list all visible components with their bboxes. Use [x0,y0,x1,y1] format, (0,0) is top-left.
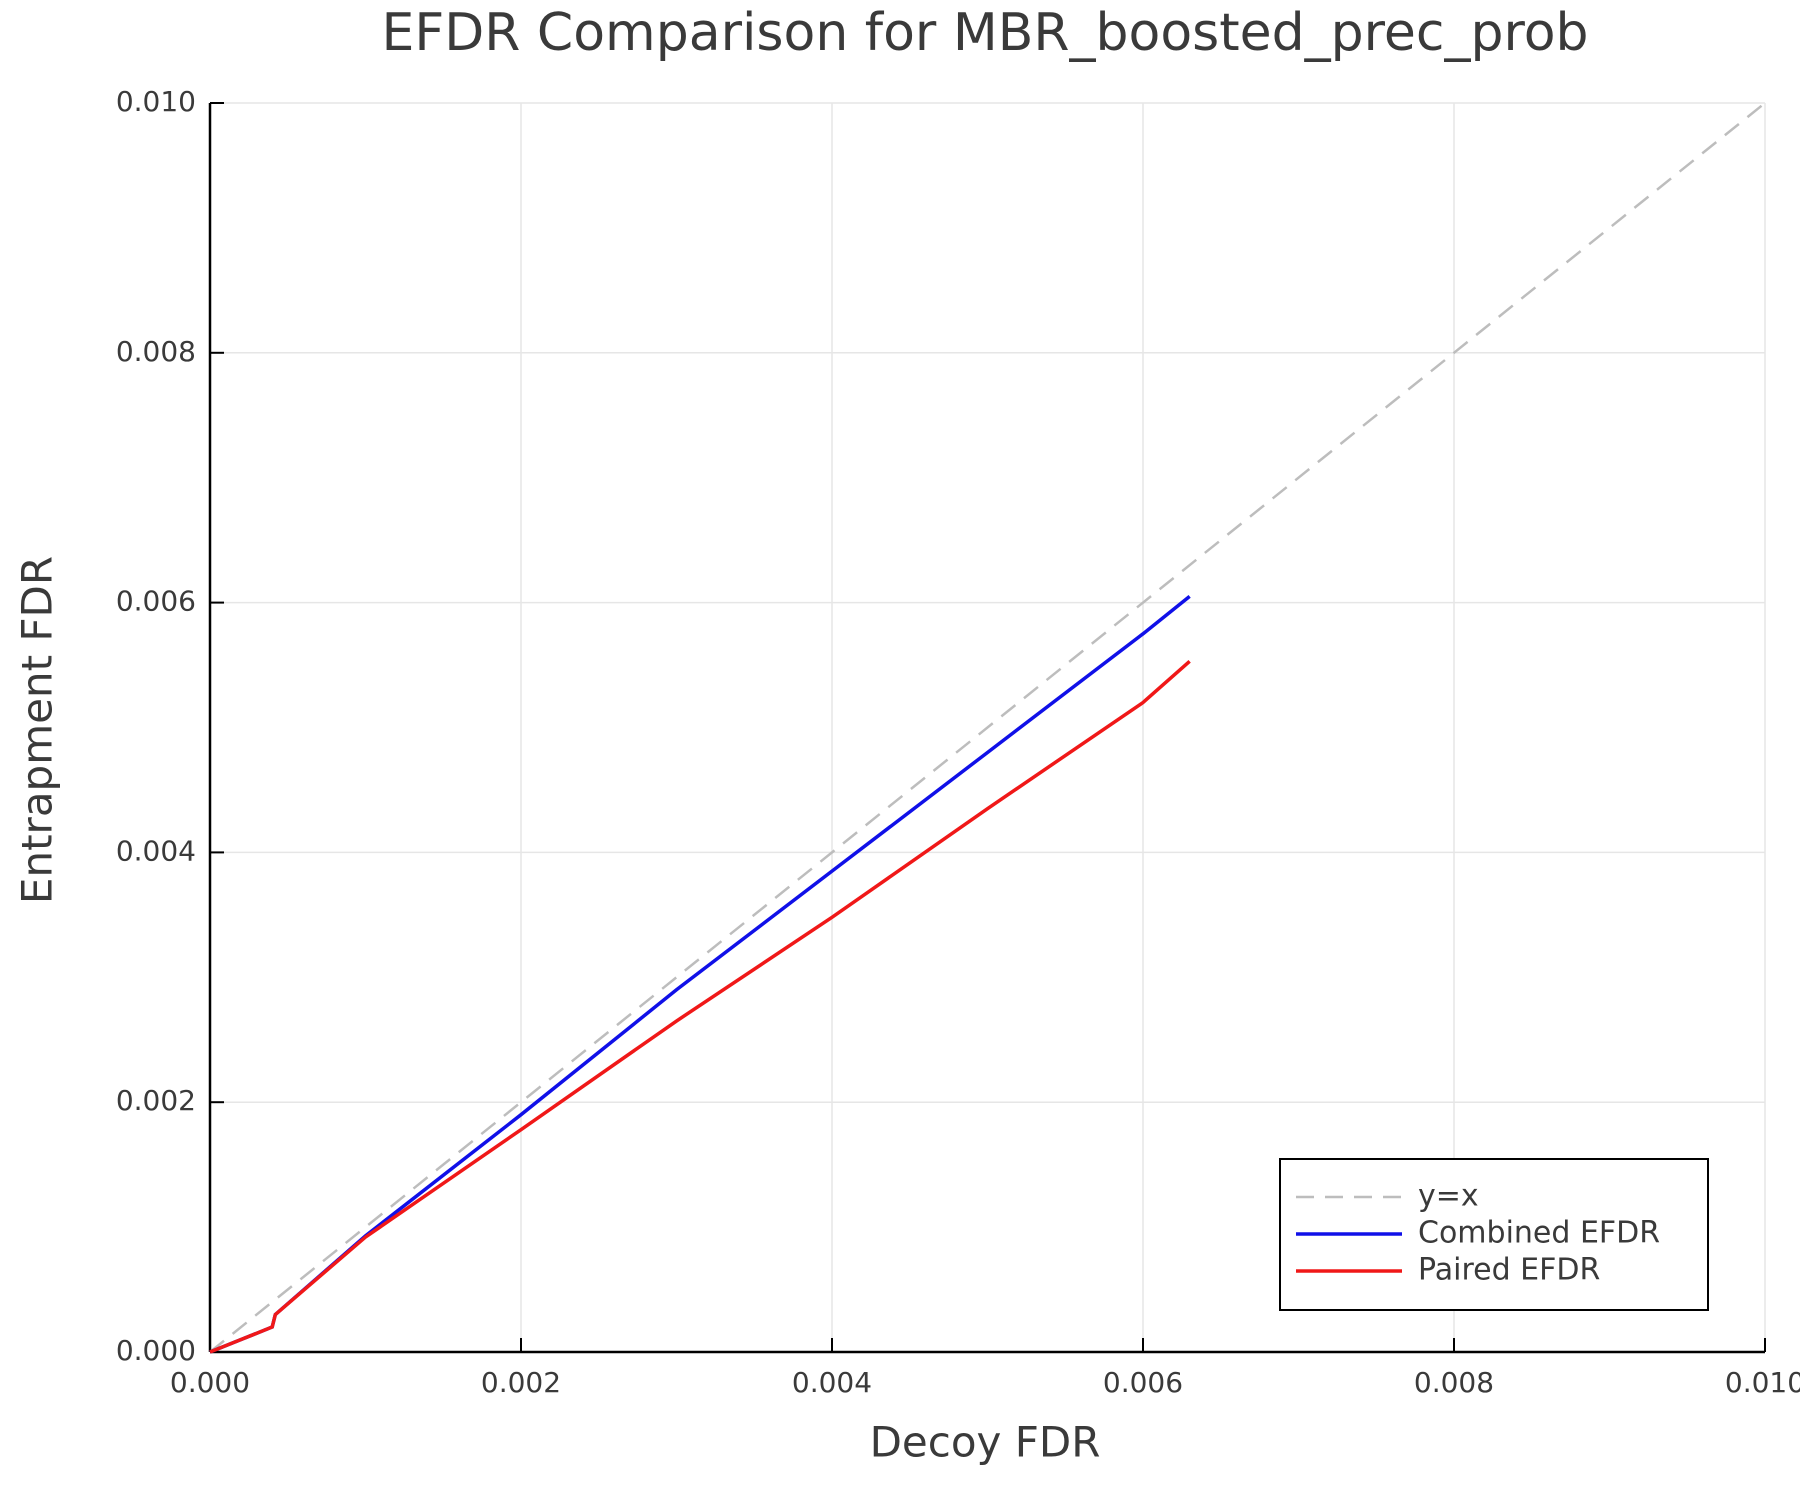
y-tick-label: 0.008 [116,335,196,368]
x-tick-label: 0.010 [1725,1366,1800,1399]
legend-label: Combined EFDR [1418,1216,1660,1251]
line [209,594,1191,1354]
y-tick-label: 0.004 [116,834,196,867]
x-tick-label: 0.004 [792,1366,872,1399]
y-tick-label: 0.002 [116,1084,196,1117]
legend-label: Paired EFDR [1418,1253,1600,1288]
x-tick-label: 0.006 [1103,1366,1183,1399]
legend-label: y=x [1418,1179,1479,1214]
y-axis-label: Entrapment FDR [13,556,62,904]
line [209,659,1191,1354]
chart-title: EFDR Comparison for MBR_boosted_prec_pro… [381,3,1588,63]
y-tick-label: 0.000 [116,1334,196,1367]
x-tick-label: 0.002 [481,1366,561,1399]
y-tick-label: 0.006 [116,585,196,618]
y-tick-label: 0.010 [116,85,196,118]
x-tick-label: 0.000 [170,1366,250,1399]
line [209,102,1766,1353]
x-axis-label: Decoy FDR [870,1418,1101,1467]
x-tick-label: 0.008 [1414,1366,1494,1399]
